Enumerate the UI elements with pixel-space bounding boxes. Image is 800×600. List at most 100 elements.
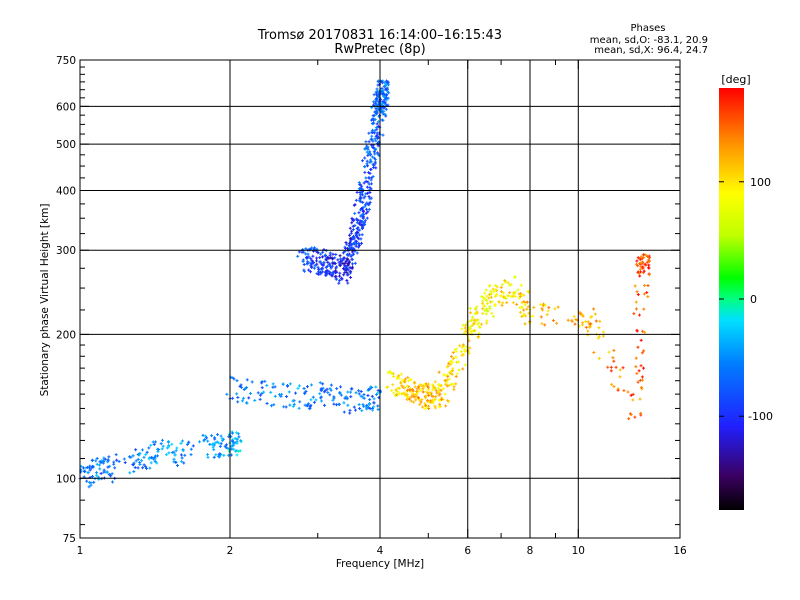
data-point <box>475 311 477 315</box>
data-point <box>243 388 245 392</box>
data-point <box>333 261 335 265</box>
data-point <box>461 327 463 331</box>
data-point <box>305 247 307 251</box>
data-point <box>315 249 317 253</box>
data-point <box>514 294 516 298</box>
data-point <box>96 462 98 466</box>
data-point <box>428 393 430 397</box>
data-point <box>352 228 354 232</box>
data-point <box>340 276 342 280</box>
data-point <box>435 395 437 399</box>
data-point <box>220 442 222 446</box>
data-point <box>426 405 428 409</box>
data-point <box>382 112 384 116</box>
data-point <box>114 466 116 470</box>
data-point <box>501 283 503 287</box>
data-point <box>478 325 480 329</box>
data-point <box>473 318 475 322</box>
x-axis-label: Frequency [MHz] <box>336 558 424 570</box>
data-point <box>471 315 473 319</box>
data-point <box>333 395 335 399</box>
data-point <box>361 187 363 191</box>
data-point <box>378 103 380 107</box>
data-point <box>338 402 340 406</box>
data-point <box>376 109 378 113</box>
data-point <box>478 321 480 325</box>
data-point <box>330 383 332 387</box>
data-point <box>640 364 642 368</box>
data-point <box>643 256 645 260</box>
data-point <box>359 219 361 223</box>
data-point <box>307 402 309 406</box>
data-point <box>99 467 101 471</box>
data-point <box>327 269 329 273</box>
data-point <box>642 271 644 275</box>
data-point <box>525 314 527 318</box>
data-point <box>438 405 440 409</box>
data-point <box>251 380 253 384</box>
data-point <box>521 305 523 309</box>
data-point <box>375 166 377 170</box>
data-point <box>444 379 446 383</box>
data-point <box>216 440 218 444</box>
data-point <box>326 268 328 272</box>
data-point <box>395 388 397 392</box>
data-point <box>242 399 244 403</box>
data-point <box>470 319 472 323</box>
data-point <box>372 175 374 179</box>
data-point <box>298 384 300 388</box>
data-point <box>380 106 382 110</box>
data-point <box>434 380 436 384</box>
data-point <box>313 400 315 404</box>
data-point <box>481 322 483 326</box>
data-point <box>327 256 329 260</box>
data-point <box>383 94 385 98</box>
data-point <box>361 233 363 237</box>
data-point <box>332 252 334 256</box>
data-point <box>438 393 440 397</box>
data-point <box>439 392 441 396</box>
data-point <box>142 448 144 452</box>
data-point <box>557 305 559 309</box>
data-point <box>507 281 509 285</box>
data-point <box>108 455 110 459</box>
data-point <box>372 143 374 147</box>
data-point <box>489 307 491 311</box>
data-point <box>228 453 230 457</box>
data-point <box>80 470 82 474</box>
data-point <box>149 466 151 470</box>
data-point <box>306 262 308 266</box>
data-point <box>374 128 376 132</box>
data-point <box>520 292 522 296</box>
data-point <box>309 404 311 408</box>
data-point <box>398 376 400 380</box>
data-point <box>220 452 222 456</box>
data-point <box>316 262 318 266</box>
data-point <box>644 330 646 334</box>
data-point <box>623 389 625 393</box>
data-point <box>361 190 363 194</box>
data-point <box>187 442 189 446</box>
data-point <box>228 435 230 439</box>
data-point <box>367 147 369 151</box>
data-point <box>87 465 89 469</box>
data-point <box>590 315 592 319</box>
data-point <box>354 261 356 265</box>
data-point <box>89 468 91 472</box>
data-point <box>639 397 641 401</box>
data-point <box>409 378 411 382</box>
data-point <box>494 304 496 308</box>
data-point <box>446 365 448 369</box>
data-point <box>160 442 162 446</box>
data-point <box>329 253 331 257</box>
data-point <box>491 300 493 304</box>
data-point <box>339 263 341 267</box>
data-point <box>611 382 613 386</box>
data-point <box>304 403 306 407</box>
data-point <box>342 258 344 262</box>
data-point <box>582 321 584 325</box>
scatter-points <box>78 79 652 489</box>
data-point <box>386 385 388 389</box>
data-point <box>359 193 361 197</box>
x-tick-label: 4 <box>377 545 384 557</box>
